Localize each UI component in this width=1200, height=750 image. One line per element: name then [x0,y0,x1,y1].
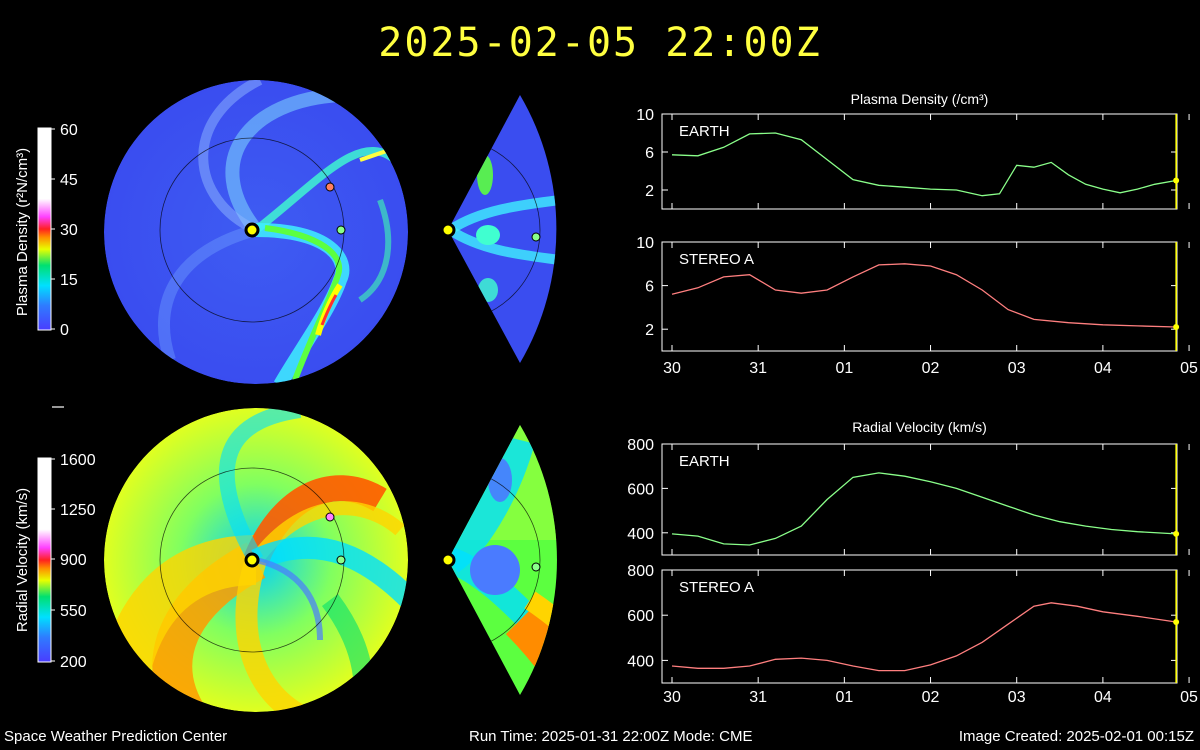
density-colorbar-label: Plasma Density (r²N/cm³) [14,148,31,316]
forecast-time-title: 2025-02-05 22:00Z [378,20,822,66]
velocity-tick-200: 200 [60,654,87,671]
chart0-panel0-ytick-label-6: 6 [645,145,654,162]
footer-organization: Space Weather Prediction Center [4,728,228,745]
chart0-xtick-label-04: 04 [1094,360,1112,377]
density-earth-marker [336,225,346,235]
velocity-wedge-earth-marker [531,562,541,572]
chart1-panel0-ytick-label-600: 600 [627,481,654,498]
chart1-panel1-ytick-label-400: 400 [627,653,654,670]
chart0-xtick-label-01: 01 [835,360,853,377]
density-tick-30: 30 [60,222,78,239]
chart1-panel0-label: EARTH [679,453,730,470]
velocity-wedge-orbit [448,467,541,653]
chart1-title: Radial Velocity (km/s) [852,419,987,435]
chart0-panel0-frame [661,113,1178,210]
velocity-colorbar [37,457,52,663]
chart1-xtick-label-05: 05 [1180,689,1198,706]
chart0-panel1-frame [661,241,1178,352]
chart0-panel1-ytick-label-10: 10 [636,235,654,252]
density-tick-60: 60 [60,122,78,139]
chart1-xtick-label-03: 03 [1008,689,1026,706]
chart1-panel1-series-line [671,602,1177,672]
density-tick-15: 15 [60,272,78,289]
density-sun-marker [244,222,260,238]
velocity-earth-marker [336,555,346,565]
chart0-panel1-label: STEREO A [679,251,754,268]
velocity-tick-1600: 1600 [60,452,96,469]
chart0-xtick-label-05: 05 [1180,360,1198,377]
chart1-xtick-label-04: 04 [1094,689,1112,706]
chart1-panel1-label: STEREO A [679,579,754,596]
density-wedge-orbit [448,137,541,323]
chart1-xtick-label-01: 01 [835,689,853,706]
chart0-panel1-current-value-point [1173,324,1180,331]
chart0-panel0-label: EARTH [679,123,730,140]
velocity-stereo-a-marker [325,512,335,522]
chart1-panel0-current-value-point [1173,530,1180,537]
velocity-tick-1250: 1250 [60,502,96,519]
chart0-panel0-series-line [671,132,1177,197]
chart1-xtick-label-31: 31 [749,689,767,706]
chart0-xtick-label-03: 03 [1008,360,1026,377]
chart1-panel1-current-value-point [1173,618,1180,625]
chart0-title: Plasma Density (/cm³) [851,91,989,107]
chart1-panel0-ytick-label-400: 400 [627,526,654,543]
density-tick-45: 45 [60,172,78,189]
density-wedge-earth-marker [531,232,541,242]
velocity-colorbar-ticks [51,458,55,662]
chart0-panel1-series-line [671,263,1177,328]
velocity-tick-900: 900 [60,552,87,569]
density-wedge-sun-marker [440,222,456,238]
chart0-panel0-current-value-point [1173,177,1180,184]
density-stereo-a-marker [325,182,335,192]
chart1-xtick-label-30: 30 [663,689,681,706]
chart1-panel0-ytick-label-800: 800 [627,437,654,454]
density-tick-0: 0 [60,322,69,339]
chart0-xtick-label-02: 02 [922,360,940,377]
chart1-panel0-frame [661,443,1178,556]
footer-image-created: Image Created: 2025-02-01 00:15Z [958,728,1194,745]
chart0-panel1-ytick-label-6: 6 [645,279,654,296]
velocity-colorbar-label: Radial Velocity (km/s) [14,488,31,632]
chart0-panel1-ytick-label-2: 2 [645,322,654,339]
chart0-xtick-label-30: 30 [663,360,681,377]
chart0-panel0-ytick-label-10: 10 [636,107,654,124]
velocity-tick-550: 550 [60,603,87,620]
chart1-panel0-series-line [671,472,1177,546]
chart1-panel1-frame [661,569,1178,684]
velocity-sun-marker [244,552,260,568]
chart0-panel0-ytick-label-2: 2 [645,183,654,200]
density-colorbar-ticks [51,128,55,330]
chart1-panel1-ytick-label-800: 800 [627,563,654,580]
chart1-xtick-label-02: 02 [922,689,940,706]
footer-run-info: Run Time: 2025-01-31 22:00Z Mode: CME [469,728,753,745]
velocity-wedge-sun-marker [440,552,456,568]
chart1-panel1-ytick-label-600: 600 [627,608,654,625]
chart0-xtick-label-31: 31 [749,360,767,377]
